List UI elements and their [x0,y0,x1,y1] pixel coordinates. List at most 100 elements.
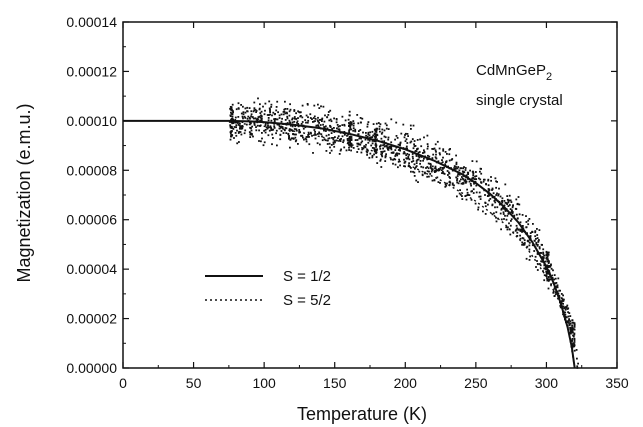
data-point [255,111,257,113]
data-point [549,278,552,281]
data-point [543,274,546,277]
data-point [249,132,252,135]
data-point [271,114,273,117]
data-point [528,259,531,261]
data-point [515,198,518,201]
data-point [374,132,376,135]
data-point [494,201,497,204]
data-point [423,151,426,154]
data-point [367,149,369,152]
data-point [571,319,574,322]
series-line-s-half [123,119,576,369]
data-point [258,115,261,118]
data-point [242,117,244,120]
data-point [271,133,274,136]
data-point [288,135,290,137]
data-point [405,138,408,141]
data-point [413,143,415,146]
data-point [272,128,275,131]
data-point [249,117,251,120]
data-point [568,324,571,326]
data-point [573,333,576,336]
data-point [528,248,531,251]
data-point [502,213,505,215]
data-point [516,227,519,230]
data-point [519,221,522,224]
data-point [264,129,267,131]
data-point [450,159,453,161]
data-point [255,118,258,121]
data-point [413,171,416,174]
data-point [340,138,342,140]
data-point [255,129,258,132]
data-point [521,214,524,216]
data-point [343,124,346,127]
data-point [543,264,546,267]
data-point [376,138,378,141]
data-point [349,144,352,147]
data-point [527,240,530,243]
data-point [230,125,233,128]
data-point [501,201,504,204]
data-point [267,122,269,125]
data-point [380,150,383,153]
data-point [375,133,378,136]
data-point [290,124,292,127]
data-point [516,202,519,205]
data-point [496,192,498,195]
data-point [328,119,331,122]
data-point [510,218,513,221]
data-point [268,107,271,110]
data-point [577,362,579,365]
data-point [429,166,432,168]
data-point [314,118,317,120]
data-point [348,149,350,151]
data-point [550,263,552,266]
data-point [293,117,296,120]
data-point [412,124,415,127]
data-point [319,119,321,121]
data-point [364,138,367,141]
data-point [350,139,353,141]
data-point [387,138,390,141]
data-point [346,138,349,140]
data-point [573,344,576,347]
data-point [315,124,318,127]
data-point [314,134,317,136]
data-point [438,147,441,150]
data-point [424,172,426,175]
data-point [230,113,233,115]
data-point [551,274,554,277]
data-point [303,138,305,141]
data-point [461,177,464,180]
data-point [554,291,557,294]
data-point [509,224,512,227]
data-point [250,122,252,125]
data-point [435,153,437,156]
data-point [419,160,422,162]
data-point [373,153,375,156]
data-point [399,148,401,150]
data-point [441,172,443,174]
data-point [485,183,487,186]
data-point [550,267,553,270]
data-point [229,125,232,128]
data-point [525,257,528,260]
data-point [230,130,233,133]
data-point [324,139,327,142]
data-point [263,113,266,116]
data-point [270,126,272,129]
data-point [379,147,382,150]
data-point [294,136,297,139]
data-point [365,143,367,146]
data-point [230,107,233,110]
data-point [374,148,377,151]
data-point [323,138,326,141]
data-point [448,159,451,162]
data-point [356,142,359,145]
data-point [235,126,237,129]
data-point [244,111,247,114]
data-point [397,149,400,151]
data-point [330,144,333,146]
data-point [531,231,534,233]
